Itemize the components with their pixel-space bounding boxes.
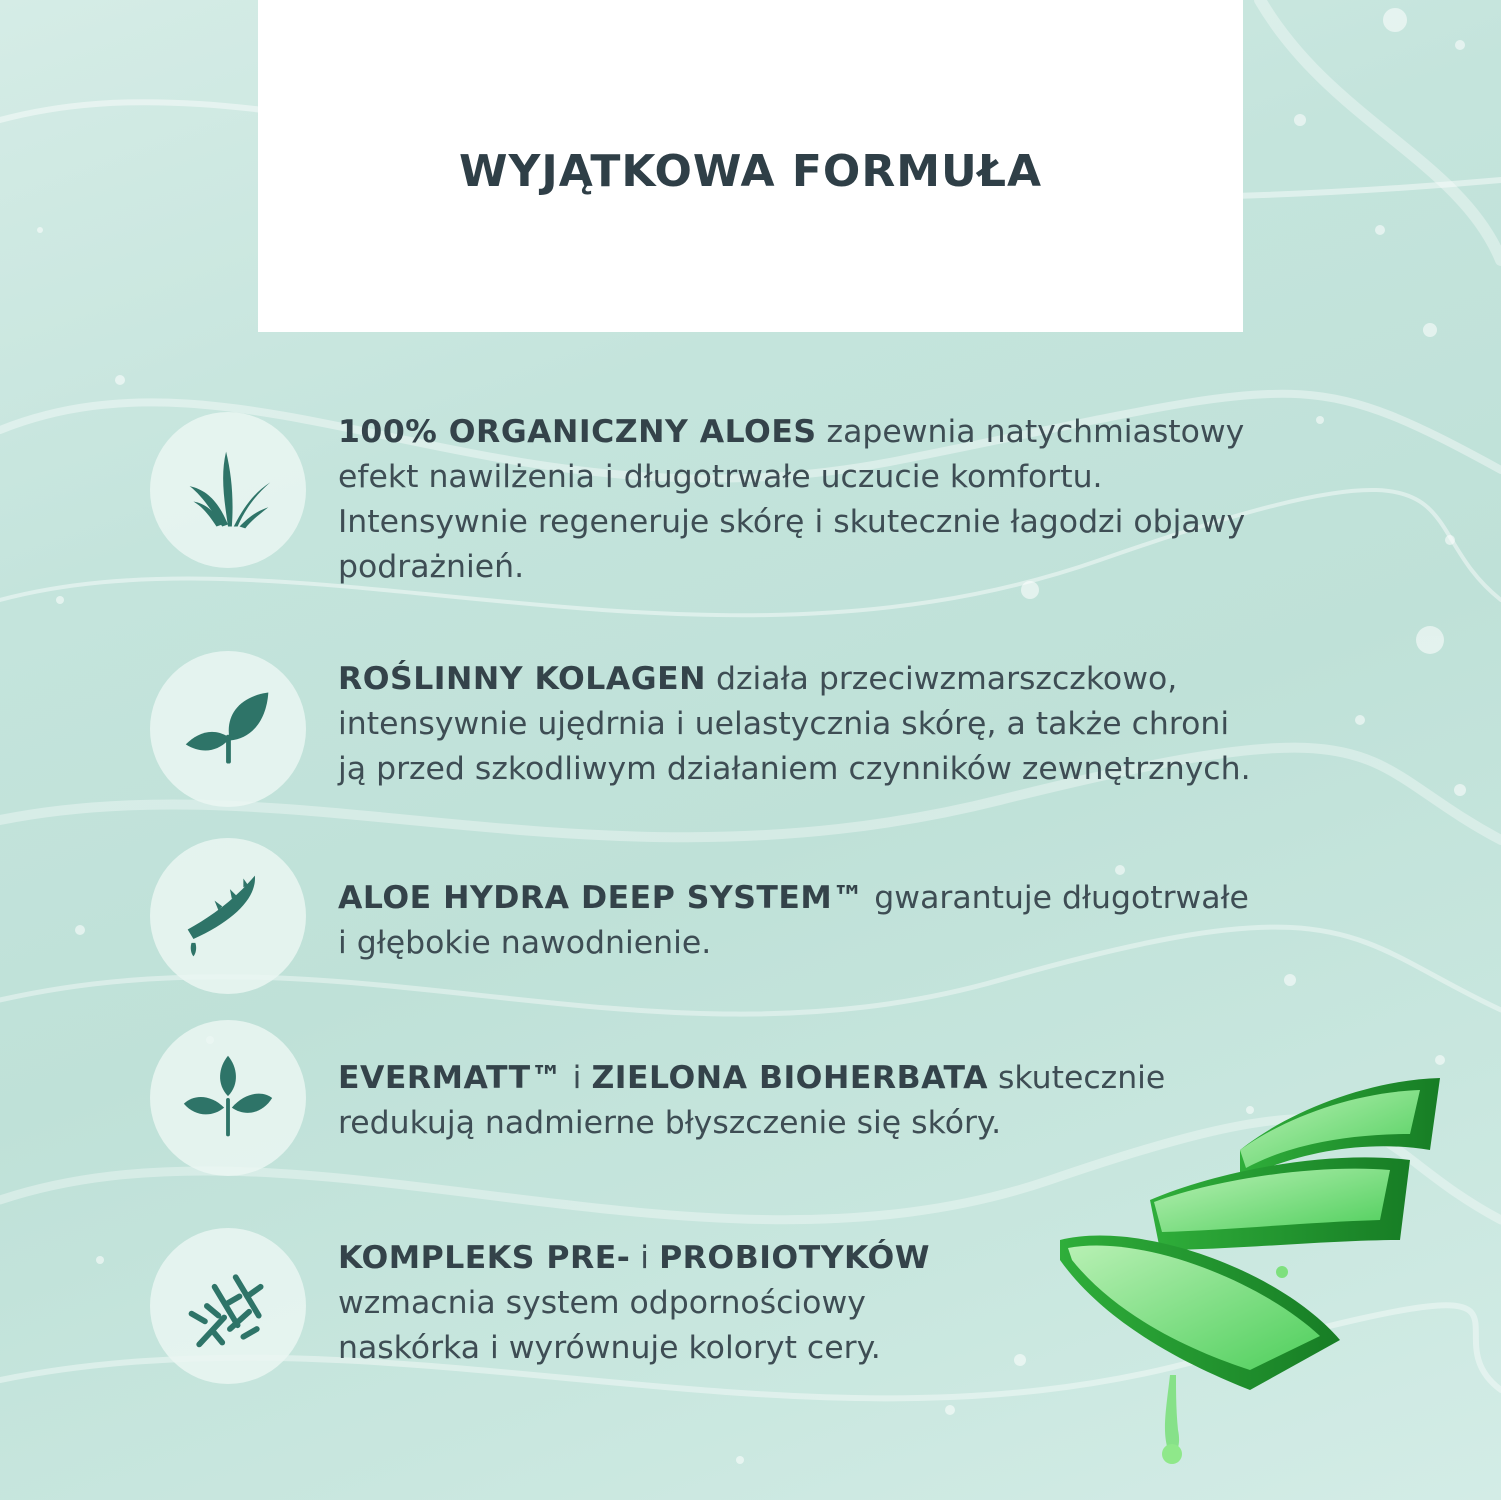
feature-1-text-line-2: efekt nawilżenia i długotrwałe uczucie k… [338, 459, 1103, 495]
title-box: WYJĄTKOWA FORMUŁA [258, 0, 1243, 332]
feature-4-text-line-1: skutecznie [987, 1060, 1166, 1096]
feature-5-highlight-2: PROBIOTYKÓW [659, 1240, 931, 1276]
feature-5-text-line-3: naskórka i wyrównuje koloryt cery. [338, 1330, 881, 1366]
feature-5-highlight-1: KOMPLEKS PRE- [338, 1240, 631, 1276]
feature-1-highlight: 100% ORGANICZNY ALOES [338, 414, 817, 450]
aloe-slices-image [1060, 1078, 1440, 1464]
feature-4-highlight-1: EVERMATT™ [338, 1060, 563, 1096]
feature-4-highlight-2: ZIELONA BIOHERBATA [591, 1060, 988, 1096]
tea-leaves-icon [150, 1020, 306, 1176]
aloe-plant-icon [150, 412, 306, 568]
aloe-leaf-drop-icon [150, 838, 306, 994]
probiotics-icon [150, 1228, 306, 1384]
feature-3-highlight: ALOE HYDRA DEEP SYSTEM™ [338, 880, 865, 916]
feature-4-text-line-2: redukują nadmierne błyszczenie się skóry… [338, 1105, 1002, 1141]
feature-1-text-line-4: podrażnień. [338, 549, 525, 585]
feature-2-text-line-3: ją przed szkodliwym działaniem czynników… [338, 751, 1251, 787]
feature-5-connector: i [630, 1240, 660, 1276]
feature-3-text-line-2: i głębokie nawodnienie. [338, 925, 712, 961]
feature-3-text-line-1: gwarantuje długotrwałe [864, 880, 1249, 916]
page-title: WYJĄTKOWA FORMUŁA [458, 145, 1043, 197]
feature-4-connector: i [562, 1060, 592, 1096]
feature-2-text-line-1: działa przeciwzmarszczkowo, [705, 661, 1178, 697]
feature-2-text-line-2: intensywnie ujędrnia i uelastycznia skór… [338, 706, 1230, 742]
feature-1-text-line-3: Intensywnie regeneruje skórę i skuteczni… [338, 504, 1246, 540]
feature-1-text-line-1: zapewnia natychmiastowy [816, 414, 1245, 450]
feature-2-highlight: ROŚLINNY KOLAGEN [338, 661, 706, 697]
leaf-sprout-icon [150, 651, 306, 807]
feature-5-text-line-2: wzmacnia system odpornościowy [338, 1285, 866, 1321]
